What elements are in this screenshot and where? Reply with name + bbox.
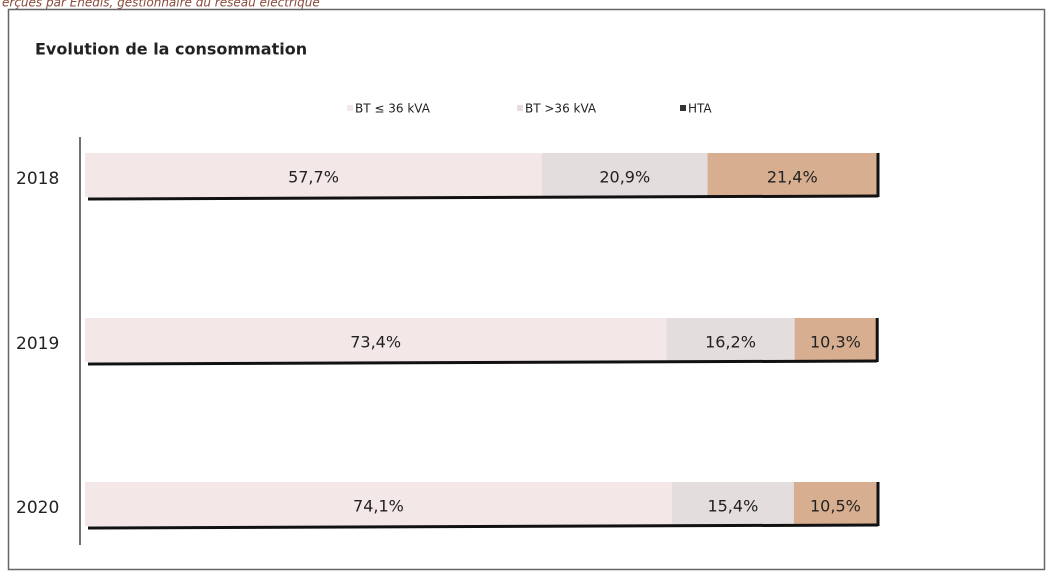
bar-segment <box>671 482 794 526</box>
legend-label: HTA <box>688 102 712 116</box>
chart-title: Evolution de la consommation <box>35 40 307 59</box>
value-label: 74,1% <box>353 497 404 516</box>
legend-label: BT >36 kVA <box>525 102 597 116</box>
chart-frame <box>7 8 1046 571</box>
value-label: 21,4% <box>767 168 818 187</box>
y-tick-label: 2018 <box>16 169 59 189</box>
value-label: 10,5% <box>810 497 861 516</box>
bar-segment <box>666 318 795 362</box>
value-label: 15,4% <box>707 497 758 516</box>
bar-segment <box>707 153 877 197</box>
bar-segment <box>85 153 542 197</box>
value-label: 16,2% <box>705 333 756 352</box>
bar-shadow <box>87 523 879 530</box>
value-label: 20,9% <box>599 168 650 187</box>
bar-segment <box>85 318 667 362</box>
bar-segment <box>541 153 708 197</box>
bar-shadow <box>87 359 878 366</box>
legend-swatch <box>347 105 353 111</box>
y-tick-label: 2020 <box>16 498 59 518</box>
value-label: 73,4% <box>350 333 401 352</box>
legend-swatch <box>517 105 523 111</box>
header-note: erçues par Enedis, gestionnaire du résea… <box>2 0 320 10</box>
y-tick-label: 2019 <box>16 334 59 354</box>
bar-segment <box>793 482 877 526</box>
bar-segment <box>85 482 672 526</box>
legend-swatch <box>680 105 686 111</box>
bar-segment <box>794 318 877 362</box>
value-label: 10,3% <box>810 333 861 352</box>
legend-label: BT ≤ 36 kVA <box>355 102 431 116</box>
bar-shadow <box>87 194 879 201</box>
value-label: 57,7% <box>288 168 339 187</box>
